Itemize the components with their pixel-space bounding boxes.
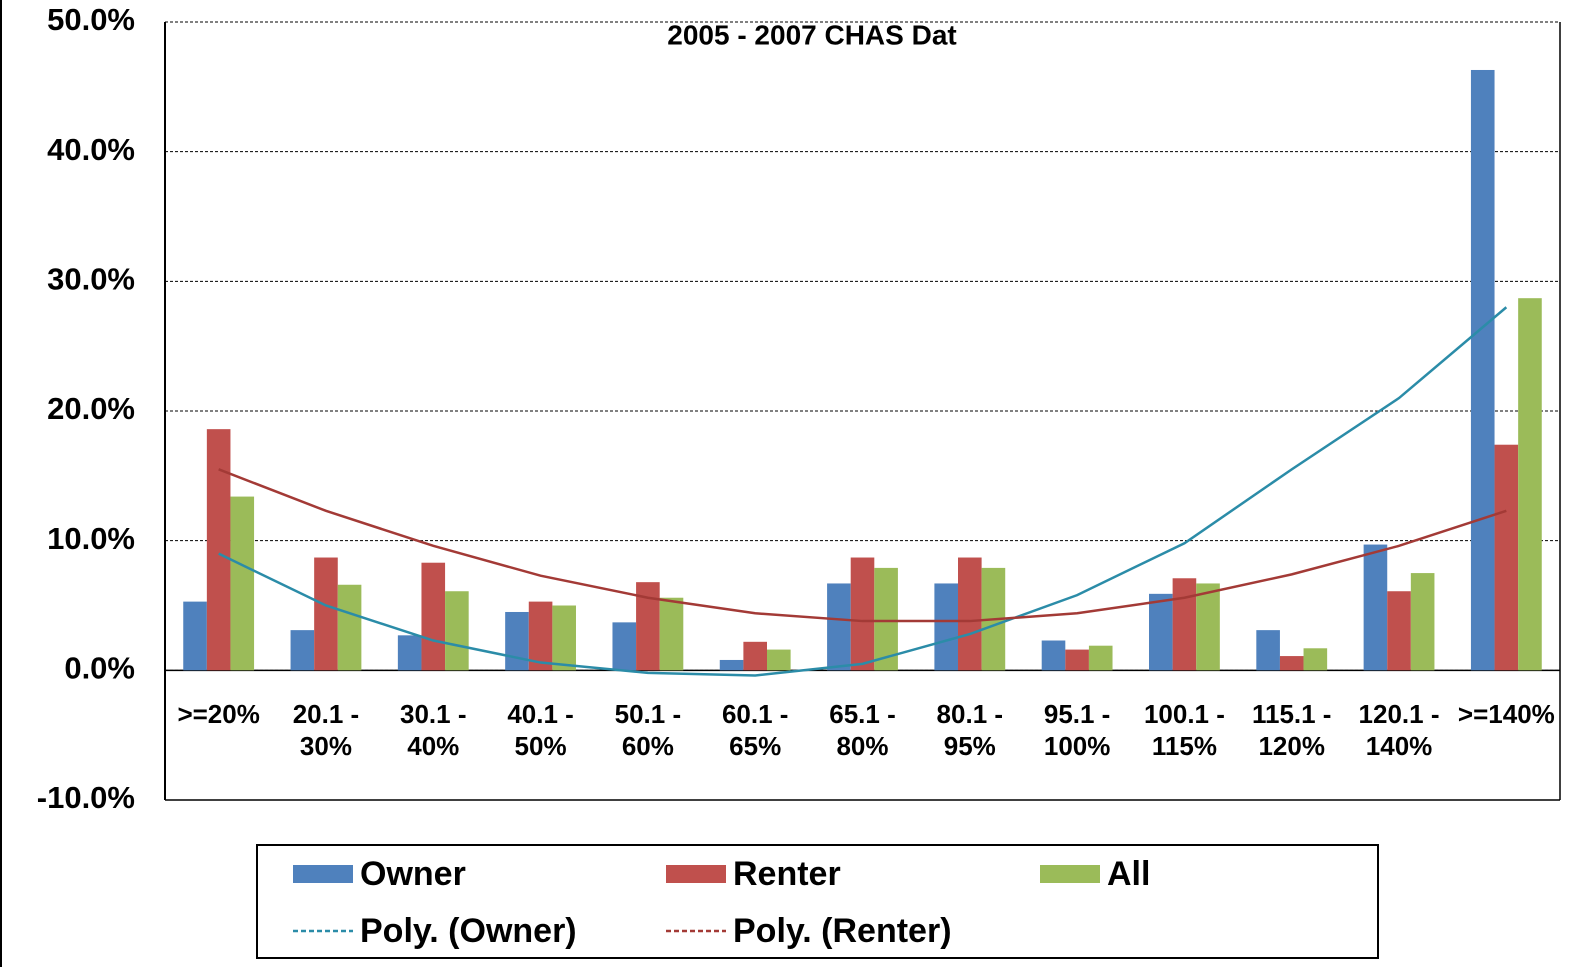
bar — [1088, 645, 1113, 671]
y-tick-label: -10.0% — [37, 780, 135, 815]
x-tick-label: 20.1 - 30% — [292, 699, 360, 761]
y-tick-label: 0.0% — [64, 651, 135, 686]
x-tick-label: >=20% — [177, 699, 260, 729]
bar — [1172, 578, 1197, 671]
bar — [552, 605, 576, 671]
bar — [1494, 444, 1519, 671]
bar — [397, 635, 422, 671]
bar — [1387, 591, 1411, 671]
trend-line — [218, 306, 1508, 677]
bar — [1041, 640, 1066, 671]
x-tick-label: 40.1 - 50% — [507, 699, 574, 761]
bar — [1470, 69, 1495, 671]
bar — [743, 641, 767, 671]
bar — [958, 557, 982, 671]
bar — [1518, 298, 1542, 671]
legend-swatch — [666, 865, 726, 883]
y-tick-label: 20.0% — [47, 391, 135, 426]
bar — [1303, 648, 1328, 671]
bar — [1410, 573, 1435, 671]
y-tick-label: 50.0% — [47, 2, 135, 37]
bar — [659, 597, 684, 671]
bar — [636, 582, 660, 671]
bar — [290, 630, 315, 671]
y-tick-label: 10.0% — [47, 521, 135, 556]
x-tick-label: 80.1 - 95% — [936, 699, 1004, 761]
legend-label: Poly. (Owner) — [360, 912, 577, 950]
chart-title: 2005 - 2007 CHAS Dat — [667, 19, 956, 50]
legend-swatch — [1040, 865, 1100, 883]
bar — [421, 562, 446, 671]
y-tick-label: 40.0% — [47, 132, 135, 167]
bar — [827, 583, 851, 671]
bar — [766, 649, 791, 671]
x-tick-label: >=140% — [1457, 699, 1555, 729]
legend-swatch — [293, 865, 353, 883]
y-tick-label: 30.0% — [47, 262, 135, 297]
x-tick-label: 50.1 - 60% — [614, 699, 682, 761]
legend-box — [256, 844, 1379, 959]
bar — [528, 601, 553, 671]
bar — [230, 496, 255, 671]
x-tick-label: 30.1 - 40% — [400, 699, 467, 761]
bar — [445, 591, 469, 671]
x-tick-label: 95.1 - 100% — [1043, 699, 1111, 761]
bar — [1256, 630, 1280, 671]
bar — [1065, 649, 1089, 671]
bar — [206, 429, 231, 671]
bar — [1279, 656, 1304, 671]
bar — [337, 584, 362, 671]
bar — [612, 622, 637, 671]
trend-line — [218, 468, 1507, 623]
bar — [934, 583, 959, 671]
x-tick-label: 115.1 - 120% — [1251, 699, 1332, 761]
bar — [505, 611, 529, 671]
x-tick-label: 60.1 - 65% — [721, 699, 789, 761]
bar — [314, 557, 338, 671]
x-tick-label: 100.1 - 115% — [1143, 699, 1225, 761]
x-tick-label: 120.1 - 140% — [1358, 699, 1440, 761]
legend-label: Renter — [733, 855, 841, 893]
x-tick-label: 65.1 - 80% — [829, 699, 896, 761]
bar — [874, 567, 898, 671]
legend-label: All — [1107, 855, 1150, 893]
bar — [1196, 583, 1220, 671]
bar — [850, 557, 875, 671]
bar — [183, 601, 207, 671]
bar — [719, 659, 744, 671]
bar — [1149, 593, 1173, 671]
bar — [1363, 544, 1388, 671]
legend-label: Poly. (Renter) — [733, 912, 952, 950]
legend-label: Owner — [360, 855, 466, 893]
